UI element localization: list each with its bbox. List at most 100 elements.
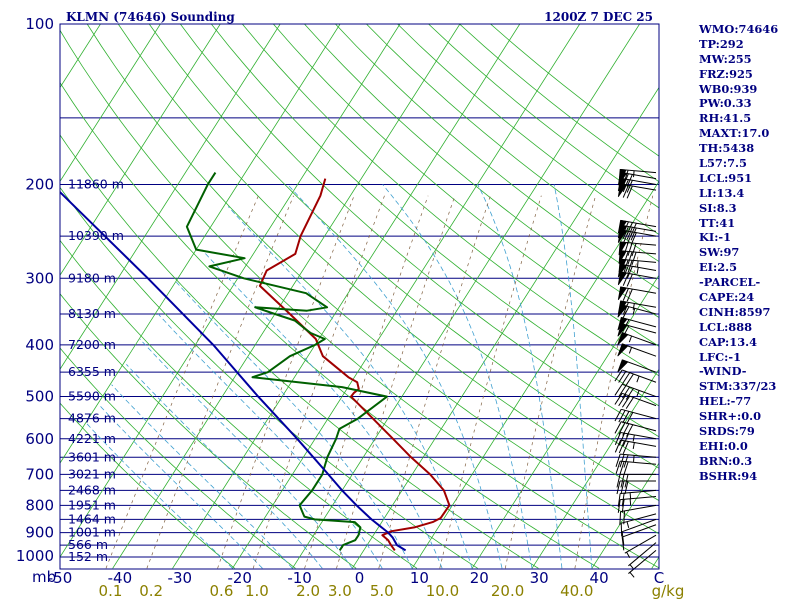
wind-barb-flag (618, 410, 626, 423)
moist-adiabat (553, 184, 593, 569)
wind-barb (618, 250, 657, 266)
sounding-index-item: HEL:-77 (699, 394, 752, 409)
temperature-tick-label: -20 (227, 569, 252, 587)
wind-barb (621, 518, 657, 545)
wind-barb (628, 550, 657, 578)
wind-barb-flag (622, 306, 630, 319)
wind-barb-staff (622, 518, 657, 533)
wind-barb (614, 421, 657, 437)
wind-barb-flag (621, 537, 625, 551)
wind-barb-half-flag (637, 260, 639, 268)
wind-barb-flag (621, 499, 625, 513)
height-label: 8130 m (68, 306, 116, 321)
sounding-index-item: CAPE:24 (699, 290, 755, 305)
wind-barb-flag (615, 453, 621, 467)
height-label: 11860 m (68, 176, 124, 191)
isotherm-line (411, 180, 659, 569)
dry-adiabat (272, 24, 659, 347)
wind-barb (617, 271, 657, 287)
wind-barb-pennant (617, 317, 628, 331)
height-label: 1464 m (68, 511, 116, 526)
mixing-ratio-line (105, 195, 259, 569)
height-label: 9180 m (68, 270, 116, 285)
pressure-tick-label: 400 (25, 336, 54, 354)
sounding-index-item: EI:2.5 (699, 260, 738, 275)
wind-barb (618, 168, 657, 183)
wind-barb-flag (619, 454, 625, 468)
sounding-index-item: -WIND- (699, 364, 747, 379)
wind-barb-flag (614, 383, 623, 396)
height-label: 1951 m (68, 497, 116, 512)
dry-adiabat (60, 81, 600, 569)
sounding-index-item: FRZ:925 (699, 66, 753, 81)
wind-barb-staff (622, 392, 657, 407)
wind-barb-flag (622, 265, 629, 279)
wind-barb-flag (626, 174, 633, 187)
wind-barb-flag (622, 221, 629, 235)
sounding-trace (60, 190, 407, 552)
wind-barb (617, 496, 657, 513)
wind-barb-half-flag (626, 551, 631, 559)
sounding-index-item: L57:7.5 (699, 156, 747, 171)
wind-barb (614, 392, 657, 409)
wind-barbs (614, 168, 657, 578)
mixing-ratio-tick-label: 20.0 (491, 582, 524, 600)
wind-barb-flag (622, 185, 629, 198)
isotherm-line (351, 86, 659, 569)
height-label: 4221 m (68, 431, 116, 446)
wind-barb-flag (630, 232, 637, 246)
wind-barb-flag (622, 386, 631, 399)
height-label: 566 m (68, 537, 108, 552)
mixing-ratio-tick-label: 1.0 (245, 582, 269, 600)
wind-barb-pennant (617, 219, 628, 234)
isotherm-line (60, 24, 161, 183)
pressure-tick-label: 900 (25, 524, 54, 542)
moist-adiabat (176, 281, 413, 569)
wind-barb-flag (622, 433, 629, 447)
wind-barb-staff (624, 534, 657, 554)
wind-barb-flag (622, 395, 631, 408)
height-label: 3601 m (68, 449, 116, 464)
wind-barb (618, 241, 657, 257)
wind-barb-flag (630, 222, 637, 236)
wind-barb-half-flag (626, 521, 630, 529)
sounding-index-item: LFC:-1 (699, 349, 742, 364)
moist-adiabat (99, 405, 263, 569)
height-label: 3021 m (68, 466, 116, 481)
wind-barb-flag (625, 397, 634, 409)
wind-barb-flag (623, 454, 629, 468)
wind-barb-staff (621, 421, 657, 432)
wind-barb-flag (626, 222, 633, 235)
wind-barb-half-flag (629, 571, 635, 578)
wind-barb-flag (626, 185, 633, 199)
sounding-index-item: MW:255 (699, 51, 752, 66)
moist-adiabat (201, 249, 443, 569)
isotherm-line (591, 462, 659, 569)
mixing-ratio-tick-label: 0.2 (139, 582, 163, 600)
wind-barb (614, 439, 657, 454)
wind-barb-staff (620, 489, 657, 495)
wind-barb-flag (631, 252, 637, 266)
wind-barb-flag (623, 259, 629, 273)
mixing-ratio-tick-label: 40.0 (560, 582, 593, 600)
wind-barb-staff (628, 550, 657, 574)
sounding-index-item: WB0:939 (699, 81, 758, 96)
height-label: 152 m (68, 549, 108, 564)
isotherm-line (0, 12, 48, 568)
wind-barb-half-flag (628, 347, 633, 354)
temperature-tick-label: 40 (590, 569, 609, 587)
temperature-tick-label: -10 (287, 569, 312, 587)
wind-barb-flag (626, 424, 634, 437)
wind-barb-half-flag (632, 308, 636, 315)
sounding-index-item: SRDS:79 (699, 424, 755, 439)
sounding-index-item: LCL:951 (699, 170, 753, 185)
sounding-traces (60, 172, 451, 552)
sounding-trace (258, 178, 451, 551)
wind-barb (614, 432, 657, 447)
height-label: 6355 m (68, 364, 116, 379)
moist-adiabat (287, 184, 503, 569)
wind-barb-pennant (617, 359, 629, 373)
wind-barb (616, 473, 656, 488)
sounding-index-item: KI:-1 (699, 230, 732, 245)
